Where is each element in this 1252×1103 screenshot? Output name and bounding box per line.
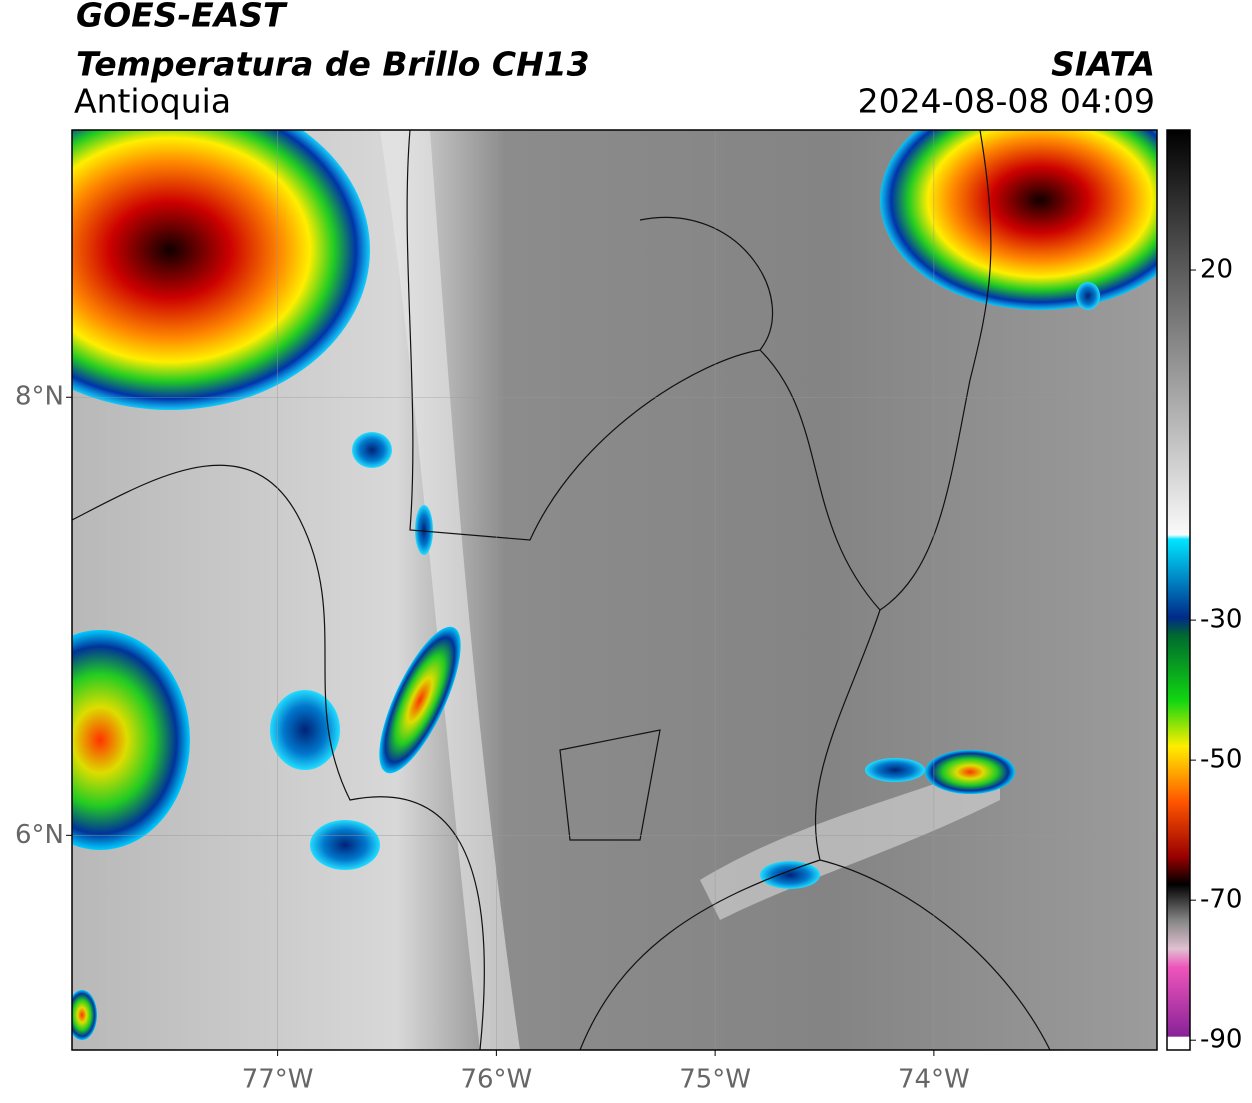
- source: SIATA: [1051, 45, 1155, 84]
- x-tick-label: 75°W: [679, 1065, 751, 1095]
- map-frame: [71, 129, 1158, 1051]
- satellite-image: [72, 130, 1157, 1050]
- colorbar-tick-label: -90: [1200, 1025, 1242, 1055]
- title-satellite: GOES-EAST: [76, 0, 288, 35]
- subtitle-region: Antioquia: [74, 82, 231, 121]
- title-product: Temperatura de Brillo CH13: [76, 45, 590, 84]
- colorbar-tick-label: 20: [1200, 255, 1233, 285]
- y-tick-label: 8°N: [15, 382, 64, 412]
- x-tick-label: 77°W: [242, 1065, 314, 1095]
- y-tick-label: 6°N: [15, 820, 64, 850]
- graticule: [72, 130, 1157, 1050]
- colorbar-tick-label: -30: [1200, 605, 1242, 635]
- colorbar: [1166, 129, 1191, 1051]
- colorbar-tick-label: -50: [1200, 745, 1242, 775]
- datetime: 2024-08-08 04:09: [858, 82, 1155, 121]
- x-tick-label: 76°W: [460, 1065, 532, 1095]
- colorbar-tick-label: -70: [1200, 885, 1242, 915]
- x-tick-label: 74°W: [898, 1065, 970, 1095]
